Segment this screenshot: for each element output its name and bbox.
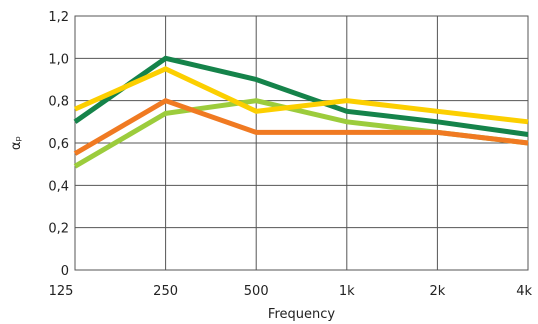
x-axis-label: Frequency (268, 307, 335, 322)
grid (74, 15, 529, 271)
y-tick-label: 0 (61, 264, 69, 279)
x-tick-label: 2k (429, 284, 445, 299)
x-tick-label: 125 (49, 284, 74, 299)
series-group (73, 55, 529, 169)
x-tick-label: 4k (516, 284, 532, 299)
y-tick-labels: 0 0,2 0,4 0,6 0,8 1,0 1,2 (48, 10, 69, 279)
y-tick-label: 1,2 (48, 10, 69, 25)
series-line-1 (73, 97, 529, 156)
y-tick-label: 0,6 (48, 137, 69, 152)
y-tick-label: 1,0 (48, 52, 69, 67)
series-line-3 (73, 66, 529, 125)
y-tick-label: 0,4 (48, 179, 69, 194)
series-line-2 (73, 55, 529, 137)
x-tick-label: 1k (339, 284, 355, 299)
x-tick-labels: 125 250 500 1k 2k 4k (49, 284, 533, 299)
y-axis-label: αₚ (9, 136, 24, 150)
x-tick-label: 250 (153, 284, 178, 299)
y-tick-label: 0,8 (48, 95, 69, 110)
x-tick-label: 500 (244, 284, 269, 299)
y-tick-label: 0,2 (48, 222, 69, 237)
